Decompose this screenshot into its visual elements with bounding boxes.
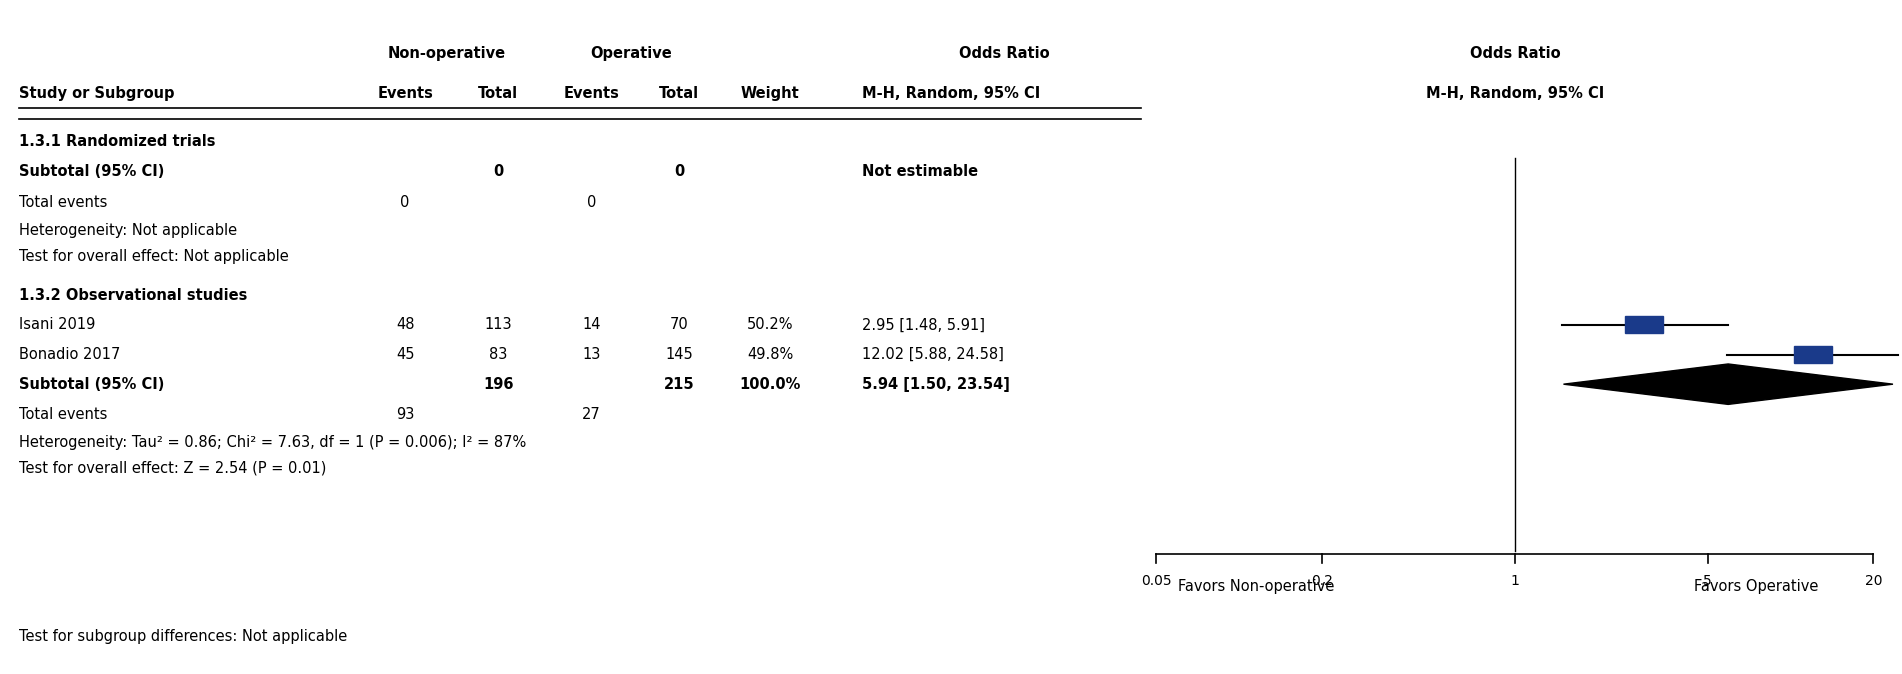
- Text: Odds Ratio: Odds Ratio: [959, 47, 1050, 61]
- Text: Total: Total: [477, 86, 519, 100]
- Text: 0: 0: [588, 195, 595, 210]
- Text: 215: 215: [664, 377, 694, 392]
- Text: Favors Non-operative: Favors Non-operative: [1177, 579, 1335, 594]
- Text: 45: 45: [396, 347, 415, 362]
- Text: Subtotal (95% CI): Subtotal (95% CI): [19, 377, 164, 392]
- Text: Weight: Weight: [742, 86, 799, 100]
- Text: M-H, Random, 95% CI: M-H, Random, 95% CI: [1426, 86, 1603, 100]
- Text: 5.94 [1.50, 23.54]: 5.94 [1.50, 23.54]: [862, 377, 1010, 392]
- Text: 93: 93: [396, 407, 415, 422]
- Text: 0: 0: [673, 164, 685, 179]
- Text: 0: 0: [493, 164, 504, 179]
- Text: M-H, Random, 95% CI: M-H, Random, 95% CI: [862, 86, 1040, 100]
- Text: 113: 113: [485, 317, 512, 332]
- Text: Events: Events: [377, 86, 434, 100]
- Text: Odds Ratio: Odds Ratio: [1470, 47, 1560, 61]
- Text: 12.02 [5.88, 24.58]: 12.02 [5.88, 24.58]: [862, 347, 1004, 362]
- Text: 1: 1: [1510, 574, 1520, 588]
- Polygon shape: [1563, 364, 1892, 404]
- Text: 0.2: 0.2: [1310, 574, 1333, 588]
- Text: 14: 14: [582, 317, 601, 332]
- Text: Heterogeneity: Not applicable: Heterogeneity: Not applicable: [19, 223, 238, 238]
- Text: Subtotal (95% CI): Subtotal (95% CI): [19, 164, 164, 179]
- Text: Bonadio 2017: Bonadio 2017: [19, 347, 120, 362]
- Text: 20: 20: [1864, 574, 1883, 588]
- Text: Operative: Operative: [592, 47, 671, 61]
- Text: Events: Events: [563, 86, 620, 100]
- Bar: [1794, 346, 1832, 363]
- Text: Test for overall effect: Z = 2.54 (P = 0.01): Test for overall effect: Z = 2.54 (P = 0…: [19, 461, 327, 476]
- Text: Test for overall effect: Not applicable: Test for overall effect: Not applicable: [19, 249, 289, 264]
- Text: 48: 48: [396, 317, 415, 332]
- Text: Non-operative: Non-operative: [388, 47, 506, 61]
- Text: 1.3.2 Observational studies: 1.3.2 Observational studies: [19, 288, 247, 303]
- Text: 1.3.1 Randomized trials: 1.3.1 Randomized trials: [19, 134, 215, 149]
- Text: Not estimable: Not estimable: [862, 164, 978, 179]
- Text: 0.05: 0.05: [1141, 574, 1172, 588]
- Text: Study or Subgroup: Study or Subgroup: [19, 86, 175, 100]
- Text: 50.2%: 50.2%: [747, 317, 793, 332]
- Text: 196: 196: [483, 377, 514, 392]
- Text: 0: 0: [401, 195, 409, 210]
- Text: 2.95 [1.48, 5.91]: 2.95 [1.48, 5.91]: [862, 317, 985, 332]
- Text: Total events: Total events: [19, 407, 107, 422]
- Text: Test for subgroup differences: Not applicable: Test for subgroup differences: Not appli…: [19, 630, 348, 644]
- Bar: [1626, 316, 1664, 333]
- Text: 145: 145: [666, 347, 692, 362]
- Text: 49.8%: 49.8%: [747, 347, 793, 362]
- Text: Heterogeneity: Tau² = 0.86; Chi² = 7.63, df = 1 (P = 0.006); I² = 87%: Heterogeneity: Tau² = 0.86; Chi² = 7.63,…: [19, 435, 527, 450]
- Text: 5: 5: [1702, 574, 1712, 588]
- Text: 70: 70: [670, 317, 689, 332]
- Text: 13: 13: [582, 347, 601, 362]
- Text: 83: 83: [489, 347, 508, 362]
- Text: Total events: Total events: [19, 195, 107, 210]
- Text: 100.0%: 100.0%: [740, 377, 801, 392]
- Text: Total: Total: [658, 86, 700, 100]
- Text: Favors Operative: Favors Operative: [1695, 579, 1818, 594]
- Text: 27: 27: [582, 407, 601, 422]
- Text: Isani 2019: Isani 2019: [19, 317, 95, 332]
